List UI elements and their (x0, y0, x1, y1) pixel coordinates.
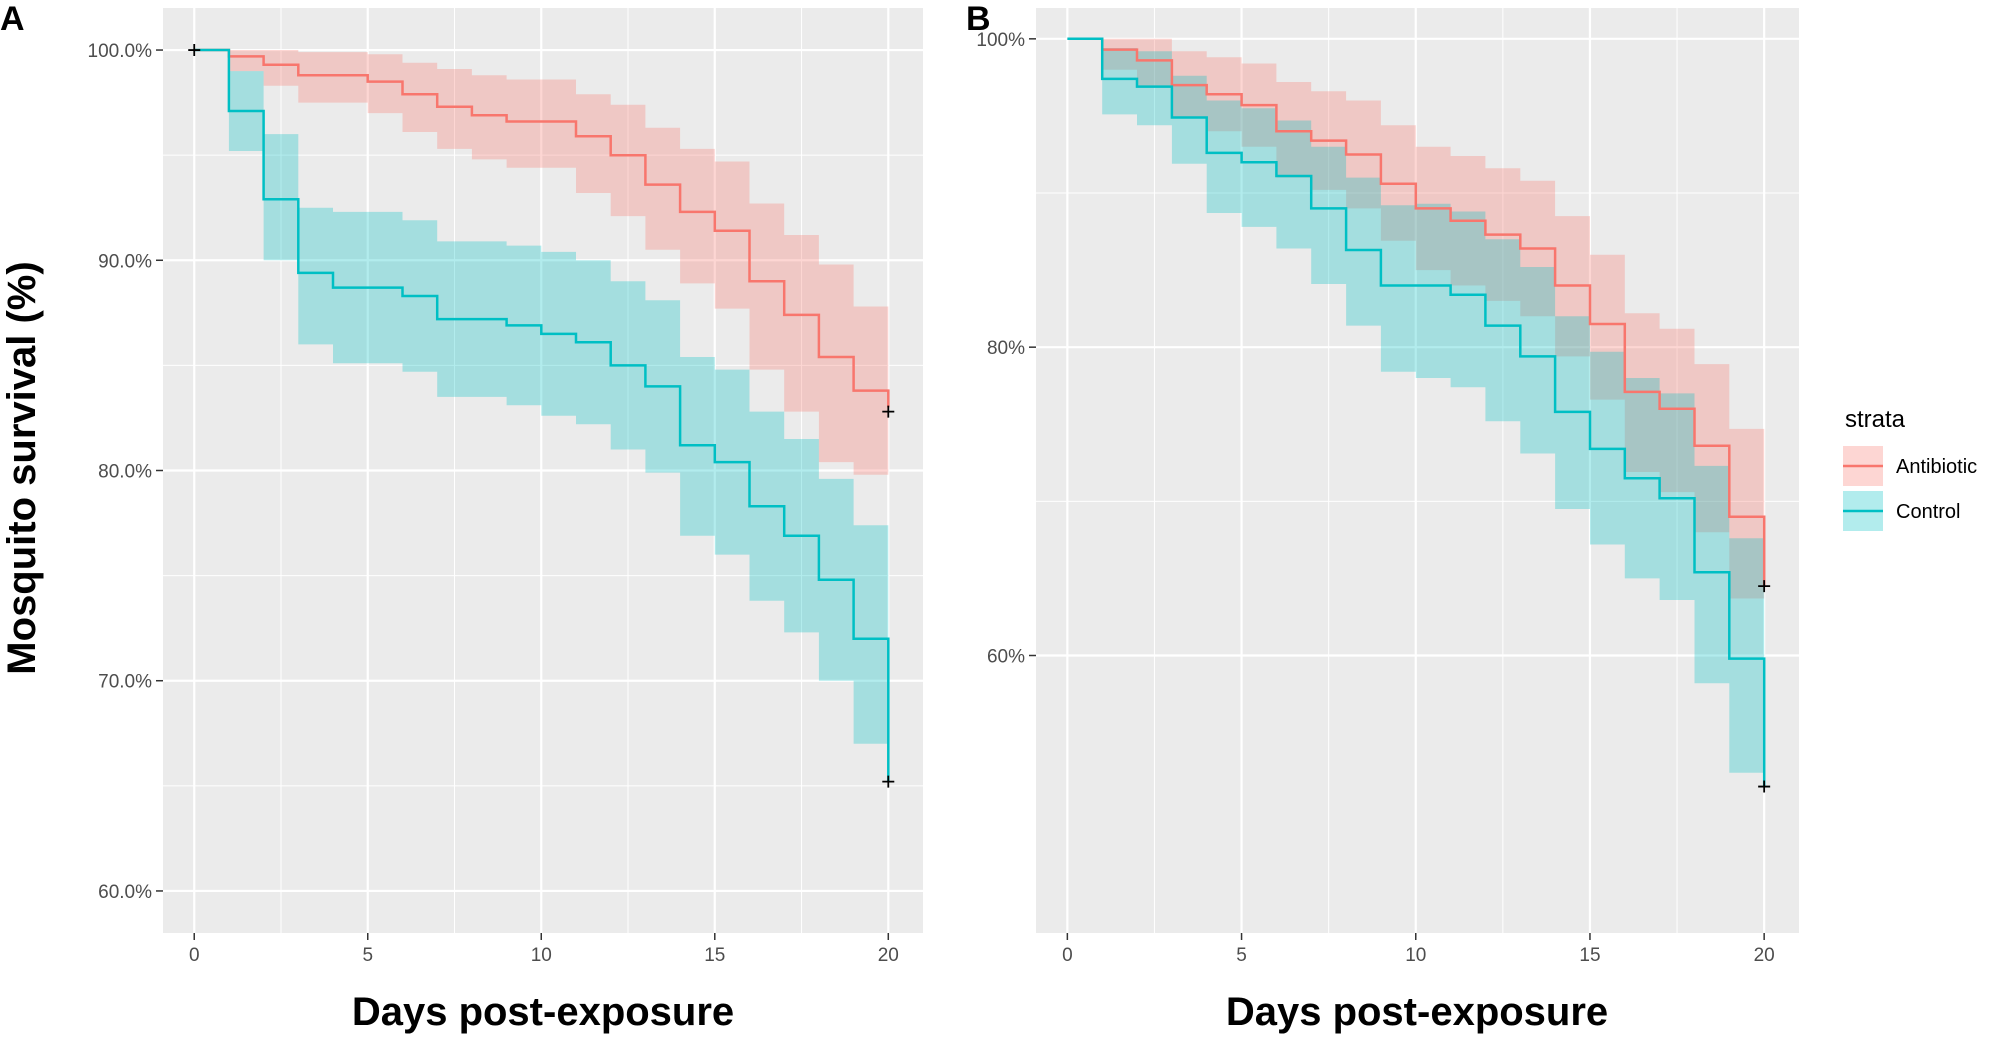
y-tick-label: 80% (987, 338, 1025, 359)
ribbon-antibiotic (1067, 38, 1765, 599)
y-tick-label: 100% (976, 30, 1025, 51)
panel-a: A 60.0% 70.0% 80.0% 90.0% 100.0% 0 5 10 15 20 Da… (0, 0, 923, 1034)
censor-mark-antibiotic (882, 405, 895, 418)
legend-label-antibiotic: Antibiotic (1896, 456, 1977, 478)
panel-a-ribbons (194, 50, 889, 782)
legend-item-control: Control (1843, 491, 1960, 531)
survival-line-control (194, 48, 890, 782)
x-tick-label: 20 (878, 945, 899, 966)
y-tick-label: 60% (987, 647, 1025, 668)
survival-line-antibiotic (1067, 37, 1766, 587)
panel-a-grid (163, 8, 923, 933)
x-tick-label: 10 (1405, 945, 1426, 966)
panel-a-x-axis-title: Days post-exposure (352, 990, 734, 1034)
x-tick-label: 20 (1754, 945, 1775, 966)
panel-a-y-axis-title: Mosquito survival (%) (0, 261, 44, 674)
x-tick-label: 15 (704, 945, 725, 966)
panel-b-x-ticks: 0 5 10 15 20 (1062, 933, 1775, 966)
y-tick-label: 80.0% (98, 462, 152, 483)
survival-line-antibiotic (194, 48, 890, 408)
y-tick-label: 60.0% (98, 882, 152, 903)
y-tick-label: 70.0% (98, 672, 152, 693)
panel-a-lines (194, 48, 890, 782)
censor-mark-control (1758, 780, 1771, 793)
legend-label-control: Control (1896, 501, 1960, 523)
censor-mark-antibiotic (188, 44, 201, 57)
panel-b-background (1036, 8, 1799, 933)
legend-title: strata (1845, 406, 1906, 433)
panel-a-censor-marks (188, 44, 895, 788)
legend: strata Antibiotic Control (1843, 406, 1977, 531)
ribbon-antibiotic (194, 50, 889, 475)
panel-b-x-axis-title: Days post-exposure (1226, 990, 1608, 1034)
panel-b-censor-marks (1758, 580, 1771, 793)
y-tick-label: 100.0% (88, 41, 153, 62)
panel-b-ribbons (1067, 38, 1765, 773)
censor-mark-antibiotic (1758, 580, 1771, 593)
legend-item-antibiotic: Antibiotic (1843, 446, 1977, 486)
survival-line-control (1067, 37, 1766, 787)
panel-b-lines (1067, 37, 1766, 787)
panel-b-y-ticks: 60% 80% 100% (976, 30, 1036, 668)
x-tick-label: 0 (189, 945, 200, 966)
y-tick-label: 90.0% (98, 251, 152, 272)
panel-b-grid (1036, 8, 1799, 933)
x-tick-label: 5 (362, 945, 373, 966)
panel-a-letter: A (0, 0, 25, 38)
panel-b-letter: B (966, 0, 991, 38)
x-tick-label: 5 (1236, 945, 1247, 966)
x-tick-label: 10 (531, 945, 552, 966)
panel-a-y-ticks: 60.0% 70.0% 80.0% 90.0% 100.0% (88, 41, 163, 903)
panel-a-x-ticks: 0 5 10 15 20 (189, 933, 899, 966)
censor-mark-control (882, 775, 895, 788)
panel-b: B 60% 80% 100% 0 5 10 15 20 Days post-exposure (966, 0, 1799, 1034)
x-tick-label: 15 (1579, 945, 1600, 966)
x-tick-label: 0 (1062, 945, 1073, 966)
ribbon-control (194, 50, 889, 782)
ribbon-control (1067, 38, 1765, 773)
